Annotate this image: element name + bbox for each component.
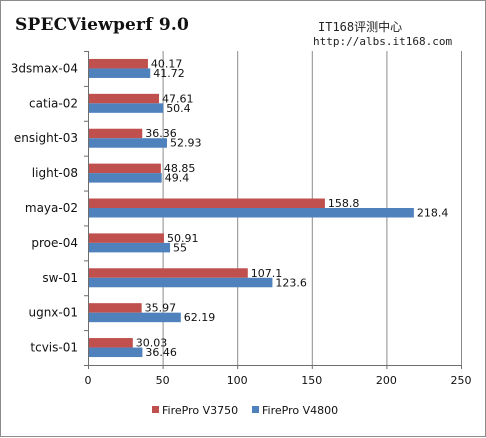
- bar-v3750: [89, 128, 143, 139]
- bar-v4800: [89, 347, 143, 358]
- data-label: 36.46: [145, 346, 177, 359]
- legend-label: FirePro V3750: [162, 404, 238, 417]
- data-label: 30.03: [136, 337, 168, 350]
- watermark-line-1: IT168评测中心: [318, 20, 403, 34]
- category-label: maya-02: [25, 201, 78, 215]
- bar-v4800: [89, 277, 273, 288]
- data-label: 47.61: [162, 92, 194, 105]
- x-tick-label: 100: [227, 374, 248, 387]
- data-label: 107.1: [251, 267, 283, 280]
- data-label: 55: [173, 241, 187, 254]
- bar-v3750: [89, 198, 325, 208]
- data-label: 48.85: [164, 162, 196, 175]
- category-label: sw-01: [42, 271, 78, 285]
- data-label: 36.36: [145, 127, 177, 140]
- data-label: 52.93: [170, 137, 202, 150]
- bar-v4800: [89, 312, 181, 323]
- bar-v4800: [89, 242, 171, 253]
- bar-v3750: [89, 93, 160, 104]
- data-label: 50.91: [167, 232, 199, 245]
- bar-v3750: [89, 268, 248, 278]
- bar-v3750: [89, 163, 161, 174]
- bar-v4800: [89, 103, 164, 113]
- bar-v4800: [89, 138, 167, 148]
- x-tick-label: 200: [376, 374, 397, 387]
- data-label: 50.4: [166, 102, 191, 115]
- legend-swatch-v3750: [152, 406, 159, 413]
- data-label: 40.17: [151, 57, 183, 70]
- bar-v3750: [89, 303, 142, 313]
- data-label: 158.8: [328, 197, 360, 210]
- category-label: ugnx-01: [28, 306, 78, 320]
- bar-v3750: [89, 338, 133, 348]
- x-tick-label: 50: [156, 374, 170, 387]
- watermark-line-2: http://albs.it168.com: [313, 35, 453, 48]
- category-label: light-08: [32, 166, 78, 180]
- data-label: 35.97: [145, 302, 177, 315]
- data-label: 123.6: [275, 276, 307, 289]
- data-label: 41.72: [153, 67, 185, 80]
- bar-v3750: [89, 58, 148, 69]
- data-label: 62.19: [184, 311, 216, 324]
- category-label: catia-02: [29, 96, 78, 110]
- x-tick-label: 150: [301, 374, 322, 387]
- legend-swatch-v4800: [252, 406, 259, 413]
- data-label: 49.4: [165, 172, 190, 185]
- bar-v3750: [89, 233, 164, 243]
- data-label: 218.4: [417, 207, 449, 220]
- category-label: tcvis-01: [30, 341, 78, 355]
- bar-v4800: [89, 173, 162, 183]
- x-tick-label: 250: [451, 374, 472, 387]
- bar-v4800: [89, 68, 151, 78]
- category-label: ensight-03: [14, 131, 78, 145]
- category-label: proe-04: [31, 236, 78, 250]
- x-tick-label: 0: [85, 374, 92, 387]
- legend-label: FirePro V4800: [262, 404, 338, 417]
- chart-title: SPECViewperf 9.0: [15, 15, 190, 35]
- category-label: 3dsmax-04: [11, 61, 78, 75]
- bar-v4800: [89, 208, 414, 218]
